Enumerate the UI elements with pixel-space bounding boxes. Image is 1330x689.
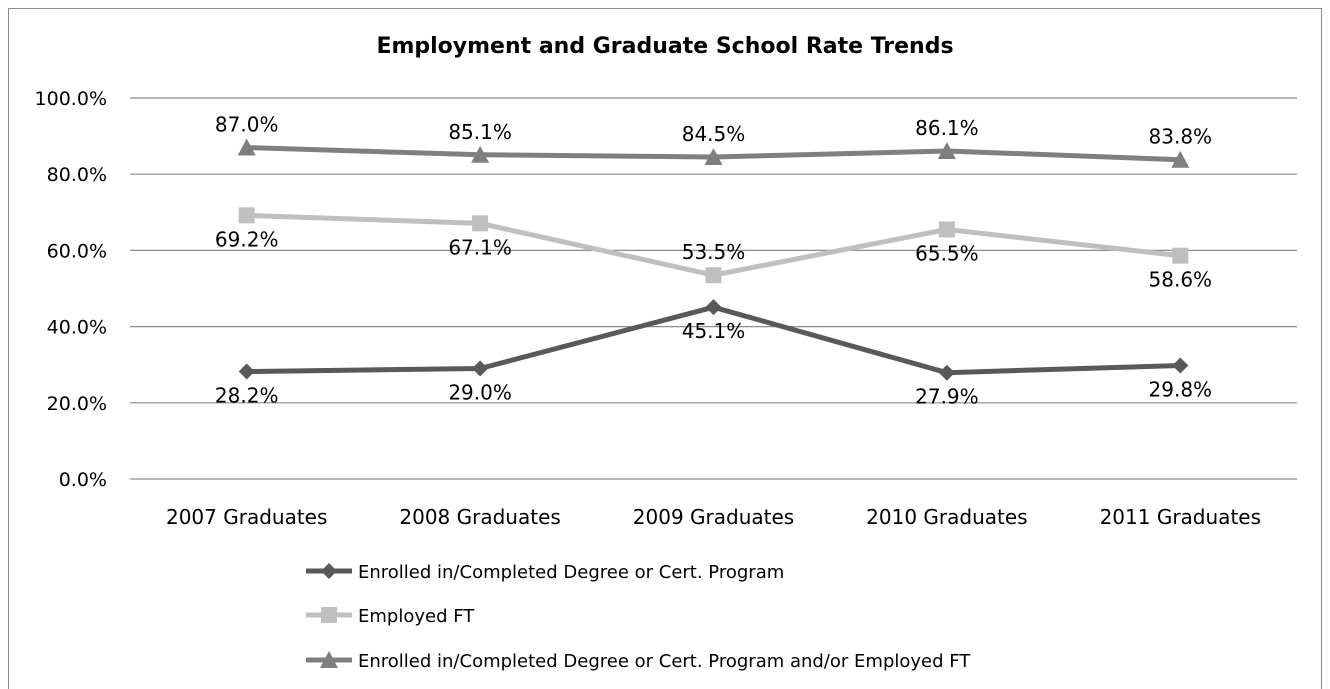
gridlines bbox=[130, 97, 1297, 480]
x-tick-label: 2007 Graduates bbox=[166, 505, 327, 529]
data-label: 29.8% bbox=[1149, 377, 1213, 401]
data-point bbox=[238, 363, 255, 380]
y-tick-label: 80.0% bbox=[47, 164, 107, 186]
legend-marker bbox=[320, 651, 338, 668]
data-label: 65.5% bbox=[915, 241, 979, 265]
data-point bbox=[471, 145, 490, 163]
chart-frame bbox=[8, 8, 1322, 689]
data-label: 45.1% bbox=[682, 319, 746, 343]
data-point bbox=[704, 148, 723, 166]
data-label: 29.0% bbox=[448, 381, 512, 405]
series-group bbox=[237, 138, 1190, 381]
data-point bbox=[1172, 357, 1189, 374]
data-labels: 28.2% 29.0% 45.1% 27.9% 29.8% 69.2% 67.1% 53.5%… bbox=[215, 113, 1212, 409]
data-point bbox=[937, 141, 956, 159]
data-label: 85.1% bbox=[448, 120, 512, 144]
legend-label: Enrolled in/Completed Degree or Cert. Pr… bbox=[358, 651, 971, 672]
data-point bbox=[238, 207, 255, 224]
legend-label: Employed FT bbox=[358, 606, 475, 627]
data-label: 58.6% bbox=[1149, 268, 1213, 292]
x-tick-label: 2008 Graduates bbox=[399, 505, 560, 529]
y-tick-label: 20.0% bbox=[47, 393, 107, 415]
data-point bbox=[237, 138, 256, 156]
data-point bbox=[1172, 247, 1189, 264]
x-tick-label: 2011 Graduates bbox=[1100, 505, 1261, 529]
data-point bbox=[472, 360, 489, 377]
data-point bbox=[705, 267, 722, 284]
data-label: 86.1% bbox=[915, 116, 979, 140]
y-axis-ticks: 0.0% 20.0% 40.0% 60.0% 80.0% 100.0% bbox=[35, 88, 107, 491]
data-label: 69.2% bbox=[215, 227, 279, 251]
data-label: 28.2% bbox=[215, 384, 279, 408]
data-label: 84.5% bbox=[682, 122, 746, 146]
y-tick-label: 100.0% bbox=[35, 88, 107, 110]
x-axis-ticks: 2007 Graduates 2008 Graduates 2009 Graduat… bbox=[166, 505, 1261, 529]
data-point bbox=[1171, 150, 1190, 168]
data-label: 87.0% bbox=[215, 113, 279, 137]
x-tick-label: 2010 Graduates bbox=[866, 505, 1027, 529]
data-label: 27.9% bbox=[915, 385, 979, 409]
chart-title: Employment and Graduate School Rate Tren… bbox=[376, 34, 953, 59]
y-tick-label: 60.0% bbox=[47, 240, 107, 262]
data-point bbox=[938, 221, 955, 238]
data-label: 67.1% bbox=[448, 235, 512, 259]
x-tick-label: 2009 Graduates bbox=[633, 505, 794, 529]
legend: Enrolled in/Completed Degree or Cert. Pr… bbox=[306, 562, 971, 672]
legend-label: Enrolled in/Completed Degree or Cert. Pr… bbox=[358, 562, 784, 583]
data-label: 53.5% bbox=[682, 240, 746, 264]
data-label: 83.8% bbox=[1149, 125, 1213, 149]
legend-marker bbox=[321, 563, 337, 579]
data-point bbox=[705, 299, 722, 316]
y-tick-label: 40.0% bbox=[47, 317, 107, 339]
legend-marker bbox=[321, 607, 337, 623]
data-point bbox=[472, 215, 489, 232]
data-point bbox=[938, 364, 955, 381]
y-tick-label: 0.0% bbox=[59, 469, 107, 491]
